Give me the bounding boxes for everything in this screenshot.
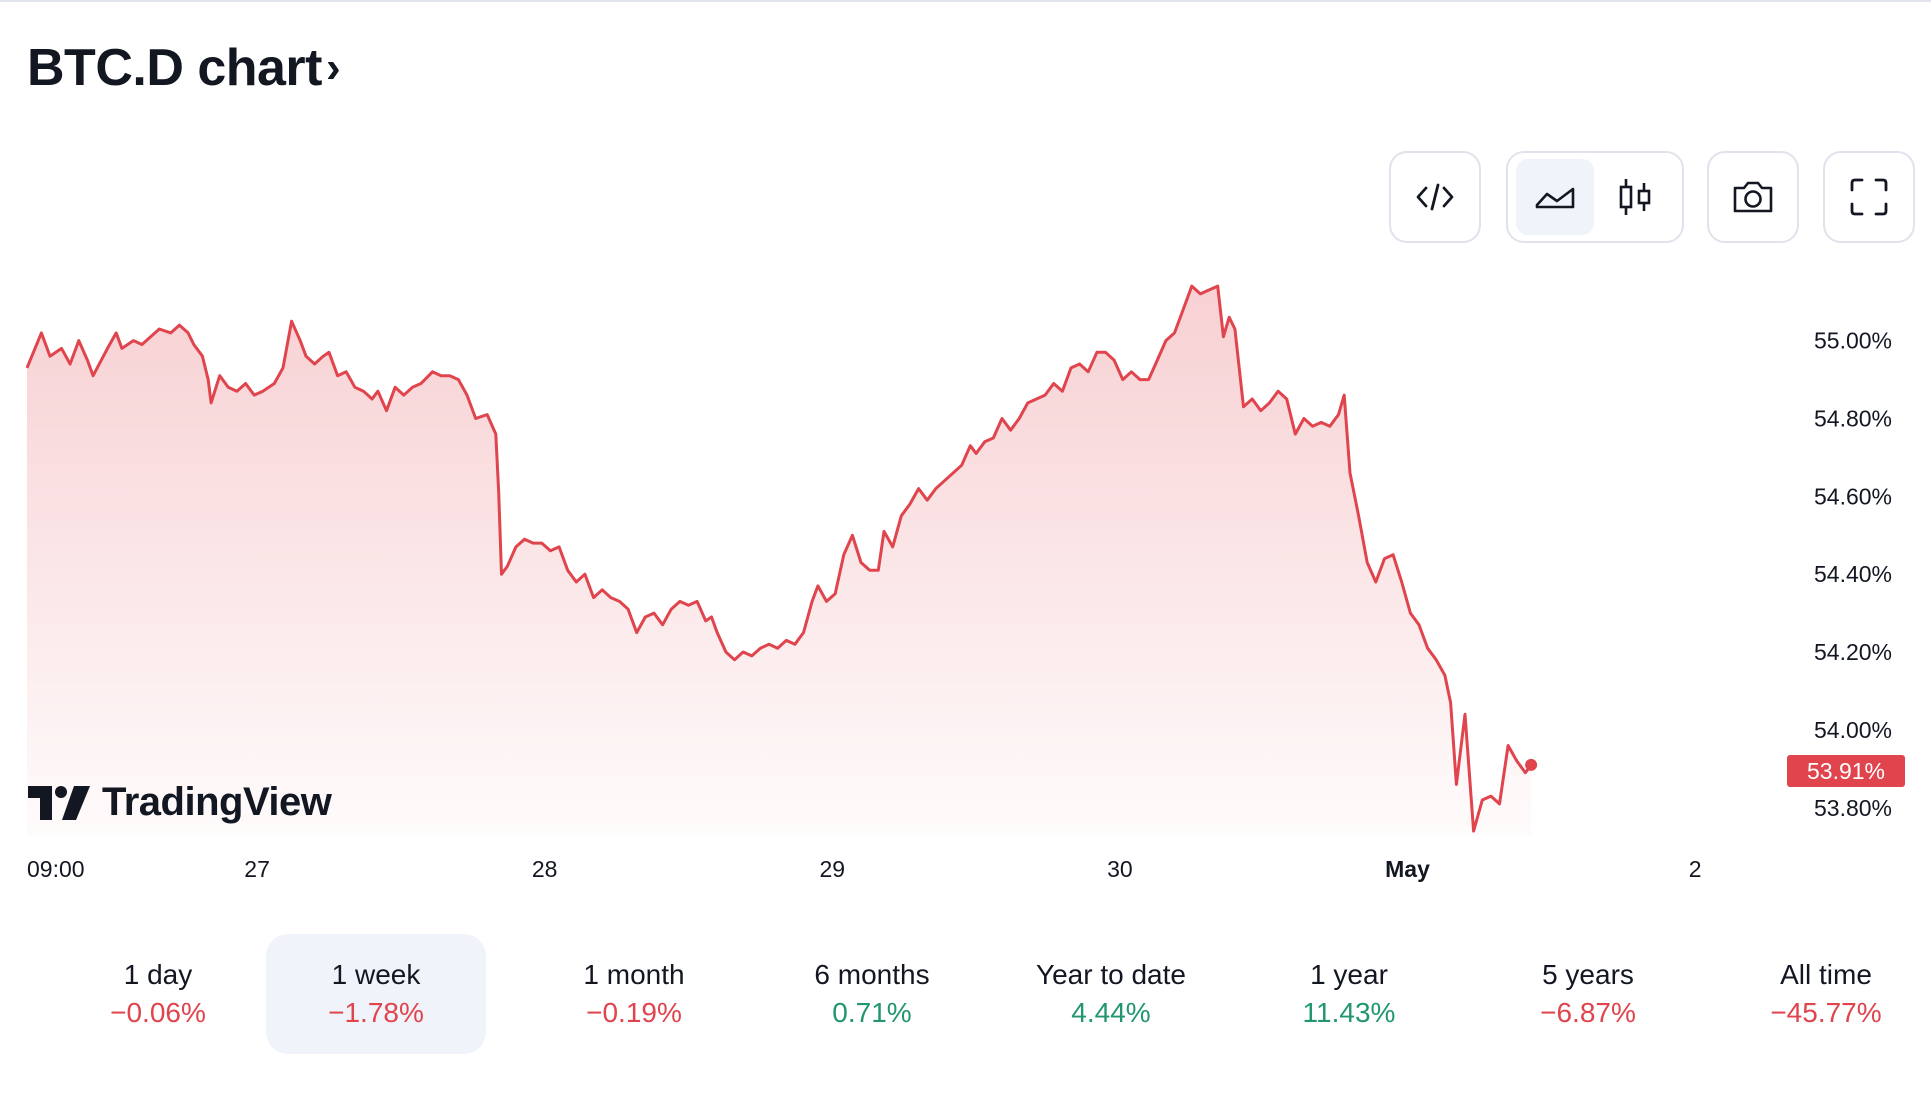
- candles-chart-button[interactable]: [1596, 159, 1674, 235]
- x-tick-label: 27: [244, 856, 270, 882]
- y-tick-label: 53.80%: [1814, 795, 1892, 821]
- period-change: −1.78%: [328, 997, 424, 1028]
- period-6-months[interactable]: 6 months 0.71%: [762, 934, 982, 1054]
- y-tick-label: 54.00%: [1814, 717, 1892, 743]
- period-1-month[interactable]: 1 month −0.19%: [524, 934, 744, 1054]
- x-tick-label: 28: [532, 856, 558, 882]
- tradingview-wordmark: TradingView: [102, 780, 332, 824]
- period-change: −45.77%: [1770, 997, 1882, 1028]
- fullscreen-button[interactable]: [1823, 151, 1915, 243]
- x-tick-label: 09:00: [27, 856, 85, 882]
- period-change: 4.44%: [1071, 997, 1151, 1028]
- period-5-years[interactable]: 5 years −6.87%: [1478, 934, 1698, 1054]
- price-chart[interactable]: 55.00% 54.80% 54.60% 54.40% 54.20% 54.00% 53.8…: [0, 0, 1931, 900]
- period-label: Year to date: [1036, 959, 1186, 990]
- period-year-to-date[interactable]: Year to date 4.44%: [1001, 934, 1221, 1054]
- period-label: 1 week: [331, 959, 421, 990]
- last-price-label: 53.91%: [1787, 755, 1905, 787]
- x-tick-label: 29: [820, 856, 846, 882]
- fullscreen-icon: [1850, 178, 1888, 216]
- period-selector: 1 day −0.06% 1 week −1.78% 1 month −0.19…: [20, 934, 1910, 1054]
- top-divider: [0, 0, 1931, 2]
- chart-type-switcher: [1506, 151, 1684, 243]
- code-icon: [1416, 183, 1454, 211]
- period-change: −0.19%: [586, 997, 682, 1028]
- x-axis: 09:00 27 28 29 30 May 2: [27, 856, 1701, 882]
- snapshot-button[interactable]: [1707, 151, 1799, 243]
- period-label: 1 day: [123, 959, 193, 990]
- chevron-right-icon: ›: [325, 43, 341, 92]
- period-change: −0.06%: [110, 997, 206, 1028]
- period-label: 5 years: [1542, 959, 1634, 990]
- period-1-day[interactable]: 1 day −0.06%: [48, 934, 268, 1054]
- tradingview-logo-icon: [28, 785, 90, 820]
- x-tick-label: 30: [1107, 856, 1133, 882]
- page-title: BTC.D chart: [27, 39, 322, 97]
- period-change: 0.71%: [832, 997, 912, 1028]
- area-fill: [27, 286, 1532, 836]
- embed-button[interactable]: [1389, 151, 1481, 243]
- y-axis: 55.00% 54.80% 54.60% 54.40% 54.20% 54.00% 53.8…: [1814, 328, 1892, 821]
- y-tick-label: 54.20%: [1814, 639, 1892, 665]
- last-price-dot: [1525, 758, 1538, 771]
- y-tick-label: 54.40%: [1814, 561, 1892, 587]
- period-label: 1 month: [583, 959, 685, 990]
- series-line: [25, 284, 1533, 833]
- area-chart-button[interactable]: [1516, 159, 1594, 235]
- chart-title-link[interactable]: BTC.D chart ›: [27, 38, 341, 98]
- x-tick-label: May: [1385, 856, 1430, 882]
- y-tick-label: 54.60%: [1814, 483, 1892, 509]
- tradingview-watermark[interactable]: TradingView: [28, 780, 332, 825]
- period-1-week[interactable]: 1 week −1.78%: [266, 934, 486, 1054]
- x-tick-label: 2: [1689, 856, 1702, 882]
- candles-icon: [1619, 179, 1651, 215]
- area-chart-icon: [1535, 187, 1575, 209]
- period-label: All time: [1780, 959, 1872, 990]
- period-1-year[interactable]: 1 year 11.43%: [1239, 934, 1459, 1054]
- y-tick-label: 54.80%: [1814, 406, 1892, 432]
- period-all-time[interactable]: All time −45.77%: [1716, 934, 1931, 1054]
- period-label: 1 year: [1310, 959, 1388, 990]
- period-change: 11.43%: [1302, 997, 1396, 1028]
- period-label: 6 months: [814, 959, 930, 990]
- y-tick-label: 55.00%: [1814, 328, 1892, 354]
- camera-icon: [1733, 181, 1773, 213]
- period-change: −6.87%: [1540, 997, 1636, 1028]
